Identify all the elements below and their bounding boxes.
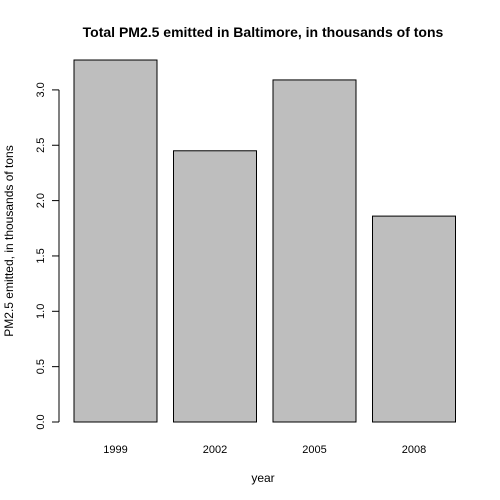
bar-2008 [372,215,456,423]
bar-1999 [73,59,158,423]
bar-2002 [173,150,257,423]
y-tick-label: 0.0 [35,414,47,429]
x-tick-label: 2005 [302,444,326,456]
x-tick-label: 2002 [203,444,227,456]
y-tick-label: 1.5 [35,248,47,263]
x-tick-label: 2008 [402,444,426,456]
x-tick-labels: 1999 2002 2005 2008 [103,444,426,456]
y-axis: 0.0 0.5 1.0 1.5 2.0 2.5 3.0 [35,82,60,430]
y-tick-label: 2.5 [35,138,47,153]
y-tick-label: 0.5 [35,359,47,374]
x-tick-label: 1999 [103,444,127,456]
y-tick-label: 3.0 [35,82,47,97]
bar-2005 [272,79,357,423]
y-tick-label: 2.0 [35,193,47,208]
chart-title: Total PM2.5 emitted in Baltimore, in tho… [83,24,444,40]
y-axis-label: PM2.5 emitted, in thousands of tons [2,145,16,336]
x-axis-label: year [251,471,274,485]
y-tick-label: 1.0 [35,304,47,319]
bars-group [73,59,456,423]
